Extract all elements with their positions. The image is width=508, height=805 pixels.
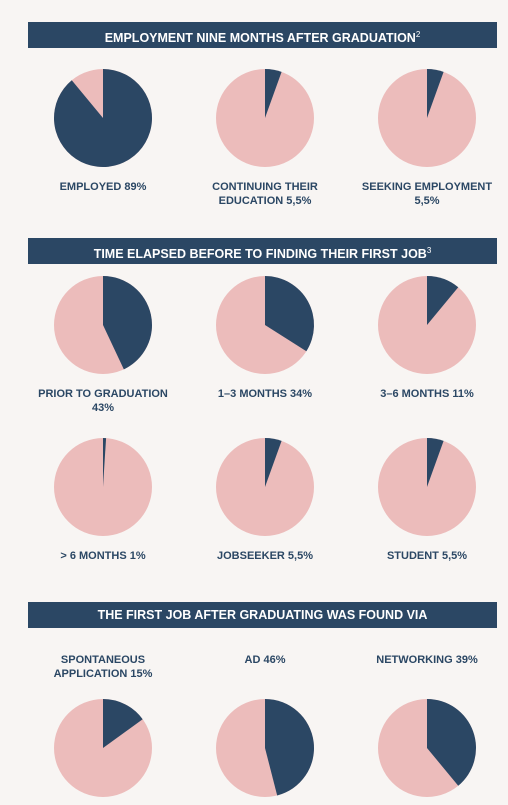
pie-value-label: 89%	[124, 181, 147, 193]
pie-label: 1–3 MONTHS 34%	[190, 387, 340, 401]
section-title: TIME ELAPSED BEFORE TO FINDING THEIR FIR…	[93, 247, 427, 261]
pie-slice	[427, 69, 444, 118]
pie-name: AD	[244, 654, 261, 666]
pie-name: SPONTANEOUS APPLICATION	[53, 654, 146, 680]
pie-name: SEEKING EMPLOYMENT	[361, 181, 493, 193]
section-title: EMPLOYMENT NINE MONTHS AFTER GRADUATION	[104, 31, 416, 45]
pie-slice	[103, 699, 143, 748]
pie-name: EMPLOYED	[59, 181, 122, 193]
footnote-ref: 2	[415, 30, 421, 39]
pie-slice	[427, 699, 476, 786]
pie-label: CONTINUING THEIR EDUCATION 5,5%	[190, 180, 340, 208]
pie-value-label: 11%	[452, 388, 474, 400]
pie-name: PRIOR TO GRADUATION	[38, 388, 168, 400]
pie-slice	[265, 276, 315, 352]
pie-label: EMPLOYED 89%	[28, 180, 178, 194]
pie-value-label: 39%	[455, 654, 478, 666]
pie-value-label: 5,5%	[441, 550, 468, 562]
pie-name: JOBSEEKER	[217, 550, 285, 562]
pie-name: STUDENT	[386, 550, 439, 562]
pie-label: AD 46%	[190, 653, 340, 667]
pie-value-label: 43%	[91, 402, 115, 414]
pie-name: 1–3 MONTHS	[217, 388, 287, 400]
pie-slice	[53, 69, 152, 167]
pie-label: > 6 MONTHS 1%	[28, 549, 178, 563]
pie-label: NETWORKING 39%	[352, 653, 502, 667]
pie-value-label: 46%	[263, 654, 286, 666]
pie-name: 3–6 MONTHS	[380, 388, 450, 400]
pie-value-label: 1%	[129, 550, 146, 562]
pie-slice	[103, 438, 107, 487]
pie-slice	[427, 276, 459, 325]
pie-label: 3–6 MONTHS 11%	[352, 387, 502, 401]
pie-slice	[103, 276, 152, 370]
pie-value-label: 34%	[290, 388, 313, 400]
pie-value-label: 15%	[130, 668, 153, 680]
pie-name: CONTINUING THEIR EDUCATION	[212, 181, 318, 207]
section-header: TIME ELAPSED BEFORE TO FINDING THEIR FIR…	[28, 238, 497, 264]
pie-value-label: 5,5%	[414, 195, 440, 207]
pie-name: > 6 MONTHS	[60, 550, 127, 562]
pie-label: STUDENT 5,5%	[352, 549, 502, 563]
pie-label: SPONTANEOUS APPLICATION 15%	[28, 653, 178, 681]
pie-slice	[265, 699, 314, 796]
footnote-ref: 3	[426, 246, 432, 255]
section-header: THE FIRST JOB AFTER GRADUATING WAS FOUND…	[28, 602, 497, 628]
pie-slice	[427, 438, 444, 487]
pie-label: SEEKING EMPLOYMENT 5,5%	[352, 180, 502, 208]
pie-slice	[265, 69, 282, 118]
section-title: THE FIRST JOB AFTER GRADUATING WAS FOUND…	[97, 608, 428, 622]
pie-label: PRIOR TO GRADUATION 43%	[28, 387, 178, 415]
pie-value-label: 5,5%	[287, 550, 313, 562]
pie-slice	[265, 438, 282, 487]
pie-label: JOBSEEKER 5,5%	[190, 549, 340, 563]
section-header: EMPLOYMENT NINE MONTHS AFTER GRADUATION2	[28, 22, 497, 48]
pie-value-label: 5,5%	[286, 195, 312, 207]
pie-name: NETWORKING	[376, 654, 453, 666]
